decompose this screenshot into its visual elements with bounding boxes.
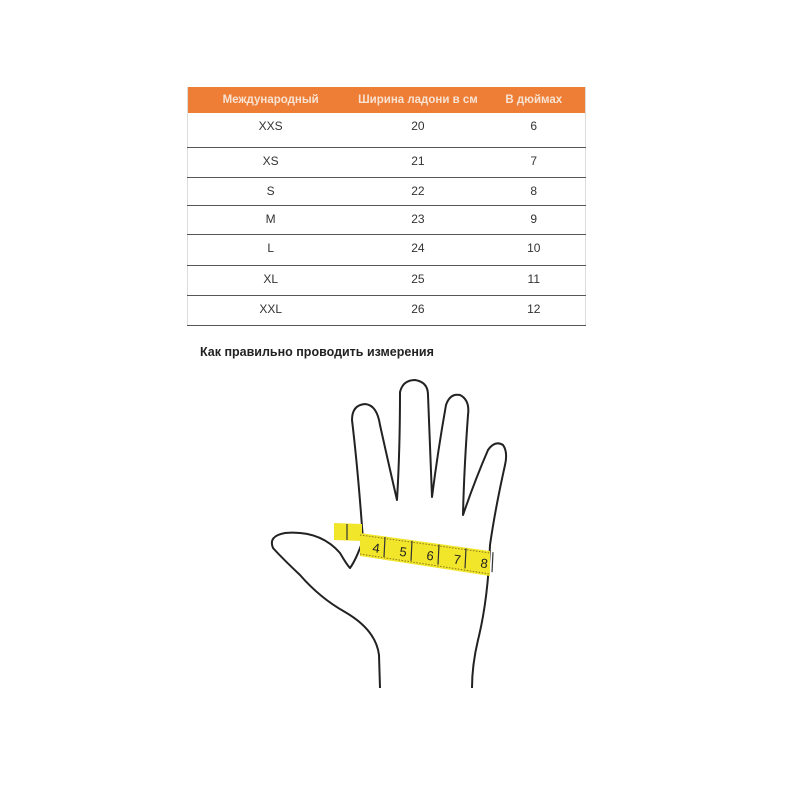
tape-tick: [437, 544, 440, 565]
size-table: Международный Ширина ладони в см В дюйма…: [187, 87, 586, 326]
cell-cm: 26: [353, 295, 483, 326]
cell-inches: 7: [482, 147, 586, 178]
cell-inches: 6: [482, 113, 586, 148]
cell-size: XL: [187, 265, 354, 296]
cell-size: XXL: [187, 295, 354, 326]
cell-size: XXS: [187, 113, 354, 148]
table-row: XXS 20 6: [187, 113, 586, 148]
header-inches: В дюймах: [482, 87, 586, 113]
cell-cm: 21: [353, 147, 483, 178]
cell-cm: 20: [353, 113, 483, 148]
cell-inches: 9: [482, 205, 586, 235]
cell-inches: 8: [482, 177, 586, 206]
table-row: XS 21 7: [187, 147, 586, 178]
table-header-row: Международный Ширина ладони в см В дюйма…: [187, 87, 586, 113]
cell-size: XS: [187, 147, 354, 178]
tape-tick: [383, 536, 386, 558]
header-international: Международный: [187, 87, 354, 113]
tape-mark-label: 5: [399, 544, 408, 560]
tape-mark-label: 7: [453, 552, 462, 568]
tape-mark-label: 8: [480, 555, 489, 571]
measurement-caption: Как правильно проводить измерения: [200, 345, 434, 359]
cell-inches: 12: [482, 295, 586, 326]
table-row: XL 25 11: [187, 265, 586, 296]
tape-tick: [410, 540, 413, 561]
table-row: S 22 8: [187, 177, 586, 206]
tape-mark-label: 6: [426, 548, 435, 564]
cell-inches: 11: [482, 265, 586, 296]
cell-size: S: [187, 177, 354, 206]
cell-cm: 22: [353, 177, 483, 206]
measuring-tape: 4 5 6 7 8: [334, 523, 494, 576]
cell-inches: 10: [482, 234, 586, 266]
hand-outline: [270, 379, 508, 689]
cell-size: L: [187, 234, 354, 266]
header-palm-width-cm: Ширина ладони в см: [353, 87, 483, 113]
cell-cm: 25: [353, 265, 483, 296]
tape-tick: [491, 552, 494, 573]
table-row: L 24 10: [187, 234, 586, 266]
cell-size: M: [187, 205, 354, 235]
cell-cm: 24: [353, 234, 483, 266]
tape-mark-label: 4: [372, 540, 381, 556]
cell-cm: 23: [353, 205, 483, 235]
tape-tick: [464, 548, 467, 569]
table-row: M 23 9: [187, 205, 586, 235]
table-row: XXL 26 12: [187, 295, 586, 326]
